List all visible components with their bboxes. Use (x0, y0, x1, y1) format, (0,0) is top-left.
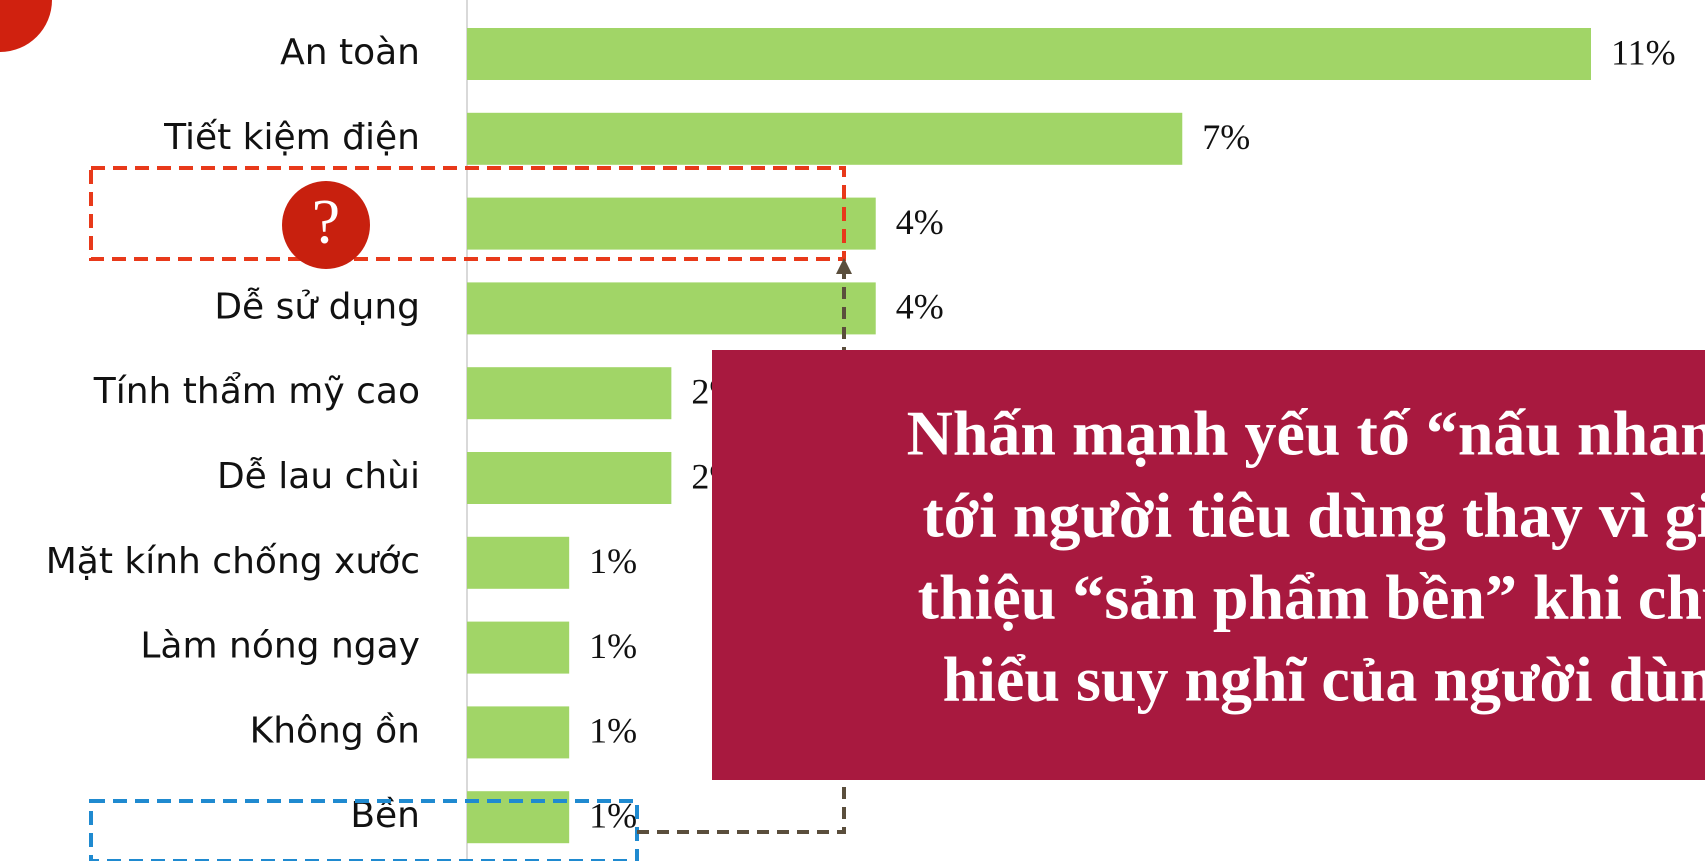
data-label: 1% (589, 626, 637, 666)
category-label: An toàn (280, 32, 420, 73)
data-label: 11% (1611, 32, 1676, 72)
category-label: Làm nóng ngay (140, 626, 420, 667)
data-label: 4% (896, 202, 944, 242)
category-label: Tính thẩm mỹ cao (93, 371, 420, 412)
annotation-line: thiệu “sản phẩm bền” khi chưa (918, 562, 1705, 633)
category-label: Tiết kiệm điện (163, 117, 420, 158)
data-label: 7% (1202, 117, 1250, 157)
arrow-head (836, 258, 852, 274)
question-badge (282, 181, 370, 269)
bar (467, 112, 1183, 165)
bar (467, 536, 570, 589)
annotation-line: hiểu suy nghĩ của người dùng (943, 644, 1705, 715)
annotation-line: Nhấn mạnh yếu tố “nấu nhanh” (907, 398, 1705, 469)
data-label: 4% (896, 287, 944, 327)
category-label: Không ồn (250, 710, 420, 751)
annotation-box (712, 350, 1705, 780)
question-mark: ? (312, 186, 340, 257)
category-label: Mặt kính chống xước (46, 541, 420, 582)
bar (467, 367, 672, 420)
annotation-line: tới người tiêu dùng thay vì giới (922, 480, 1705, 551)
bar (467, 706, 570, 759)
bar (467, 28, 1591, 80)
bars: An toàn 11% Tiết kiệm điện 7% 4% Dễ sử dụng 4%… (46, 28, 1676, 844)
corner-badge (0, 0, 52, 52)
bar (467, 452, 672, 504)
bar (467, 282, 876, 335)
annotation: Nhấn mạnh yếu tố “nấu nhanh” tới người ti… (907, 398, 1705, 715)
category-label: Dễ sử dụng (214, 286, 420, 327)
data-label: 1% (589, 541, 637, 581)
category-label: Dễ lau chùi (217, 456, 420, 497)
bar (467, 197, 876, 250)
data-label: 1% (589, 711, 637, 751)
bar (467, 621, 570, 674)
highlight-box (89, 166, 846, 261)
